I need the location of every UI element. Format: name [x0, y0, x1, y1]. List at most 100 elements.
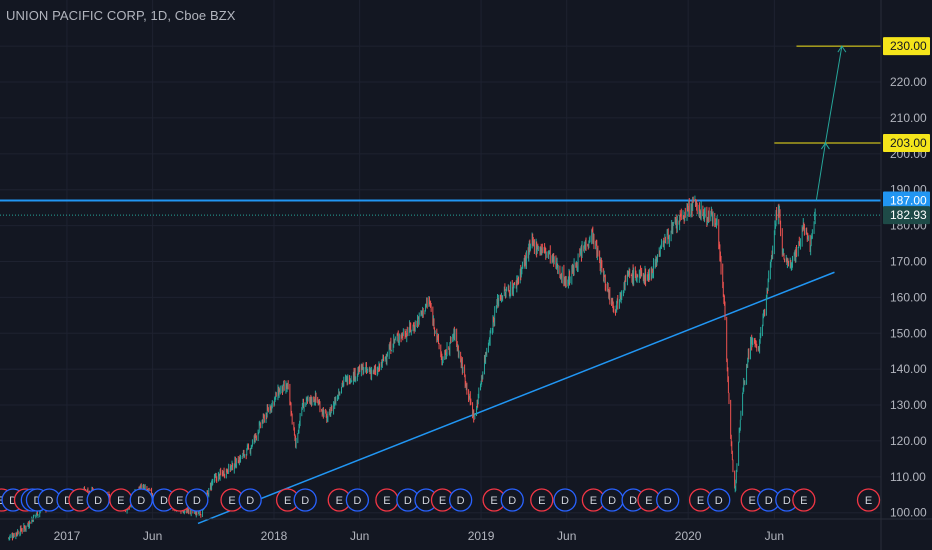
dividend-marker[interactable]: D: [293, 488, 317, 512]
y-tick-label: 130.00: [890, 398, 927, 412]
event-marker-letter: D: [404, 495, 412, 507]
dividend-marker[interactable]: D: [86, 488, 110, 512]
dividend-marker[interactable]: D: [238, 488, 262, 512]
event-markers[interactable]: EDEDDDDEDEDDEDEDEDEDEDDEDEDEDEDDEDEDEDDE…: [0, 488, 881, 512]
event-marker-letter: E: [176, 495, 183, 507]
resistance-badge-bg: [883, 191, 930, 210]
dividend-marker[interactable]: D: [707, 488, 731, 512]
event-marker-circle: [707, 488, 731, 512]
event-marker-letter: E: [800, 495, 807, 507]
event-marker-letter: D: [301, 495, 309, 507]
event-marker-circle: [238, 488, 262, 512]
event-marker-letter: D: [193, 495, 201, 507]
projection-arrow-group[interactable]: [815, 45, 847, 201]
projection-path[interactable]: [815, 46, 843, 201]
event-marker-circle: [530, 488, 554, 512]
earnings-marker[interactable]: E: [109, 488, 133, 512]
earnings-marker[interactable]: E: [856, 488, 881, 512]
event-marker-letter: E: [439, 495, 446, 507]
event-marker-letter: D: [765, 495, 773, 507]
target-badge: 203.00: [883, 134, 930, 153]
candles: [8, 195, 816, 541]
event-marker-circle: [293, 488, 317, 512]
y-tick-label: 100.00: [890, 506, 927, 520]
x-tick-label: 2020: [675, 529, 702, 543]
event-marker-letter: D: [94, 495, 102, 507]
event-marker-letter: D: [422, 495, 430, 507]
event-marker-letter: D: [508, 495, 516, 507]
dividend-marker[interactable]: D: [500, 488, 524, 512]
y-tick-label: 220.00: [890, 75, 927, 89]
event-marker-letter: D: [64, 495, 72, 507]
x-tick-label: 2017: [54, 529, 81, 543]
event-marker-letter: E: [538, 495, 545, 507]
event-marker-letter: E: [336, 495, 343, 507]
earnings-marker[interactable]: E: [792, 488, 816, 512]
event-marker-letter: E: [383, 495, 390, 507]
event-marker-letter: E: [749, 495, 756, 507]
y-tick-label: 120.00: [890, 434, 927, 448]
x-tick-label: Jun: [557, 529, 576, 543]
dividend-marker[interactable]: D: [600, 488, 624, 512]
y-tick-label: 170.00: [890, 254, 927, 268]
event-marker-circle: [86, 488, 110, 512]
y-tick-label: 150.00: [890, 326, 927, 340]
event-marker-letter: D: [561, 495, 569, 507]
event-marker-letter: D: [160, 495, 168, 507]
event-marker-circle: [129, 488, 153, 512]
y-tick-label: 140.00: [890, 362, 927, 376]
projection-arrowhead: [837, 45, 847, 53]
earnings-marker[interactable]: E: [530, 488, 554, 512]
event-marker-letter: E: [76, 495, 83, 507]
x-tick-label: 2019: [468, 529, 495, 543]
y-tick-label: 210.00: [890, 111, 927, 125]
event-marker-letter: E: [490, 495, 497, 507]
support-trendline[interactable]: [197, 271, 835, 525]
resistance-line-group[interactable]: [0, 199, 881, 216]
event-marker-letter: D: [246, 495, 254, 507]
event-marker-letter: D: [629, 495, 637, 507]
event-marker-letter: D: [45, 495, 53, 507]
x-tick-label: Jun: [143, 529, 162, 543]
dividend-marker[interactable]: D: [129, 488, 153, 512]
dividend-marker[interactable]: D: [185, 488, 209, 512]
event-marker-letter: E: [590, 495, 597, 507]
y-tick-label: 110.00: [890, 470, 926, 484]
event-marker-letter: D: [608, 495, 616, 507]
event-marker-circle: [448, 488, 473, 512]
dividend-marker[interactable]: D: [448, 488, 473, 512]
target-lines[interactable]: [774, 45, 881, 144]
target-badge-bg: [883, 134, 930, 153]
trendline-group[interactable]: [197, 271, 835, 525]
last-price-badge-bg: [883, 206, 930, 225]
time-axis[interactable]: 2017 Jun 2018 Jun 2019 Jun 2020 Jun: [54, 529, 784, 543]
event-marker-circle: [553, 488, 577, 512]
resistance-badge-label: 187.00: [890, 193, 927, 207]
earnings-marker[interactable]: E: [375, 488, 399, 512]
projection-arrowhead: [820, 142, 830, 150]
event-marker-circle: [345, 488, 370, 512]
event-marker-letter: E: [645, 495, 652, 507]
x-tick-label: Jun: [350, 529, 369, 543]
target-badge: 230.00: [883, 37, 930, 56]
grid: [0, 0, 881, 519]
last-price-badge: 182.93: [883, 206, 930, 225]
event-marker-letter: E: [865, 495, 872, 507]
price-axis[interactable]: 100.00 110.00 120.00 130.00 140.00 150.00 160.…: [890, 39, 927, 520]
event-marker-letter: D: [137, 495, 145, 507]
y-tick-label: 160.00: [890, 290, 927, 304]
event-marker-circle: [656, 488, 680, 512]
dividend-marker[interactable]: D: [345, 488, 370, 512]
target-badge-label: 230.00: [890, 39, 927, 53]
event-marker-circle: [792, 488, 816, 512]
dividend-marker[interactable]: D: [757, 488, 781, 512]
event-marker-letter: D: [33, 495, 41, 507]
earnings-marker[interactable]: E: [68, 488, 92, 512]
event-marker-letter: E: [117, 495, 124, 507]
dividend-marker[interactable]: D: [656, 488, 680, 512]
target-badge-bg: [883, 37, 930, 56]
chart-legend-title: UNION PACIFIC CORP, 1D, Cboe BZX: [6, 8, 236, 23]
dividend-marker[interactable]: D: [553, 488, 577, 512]
